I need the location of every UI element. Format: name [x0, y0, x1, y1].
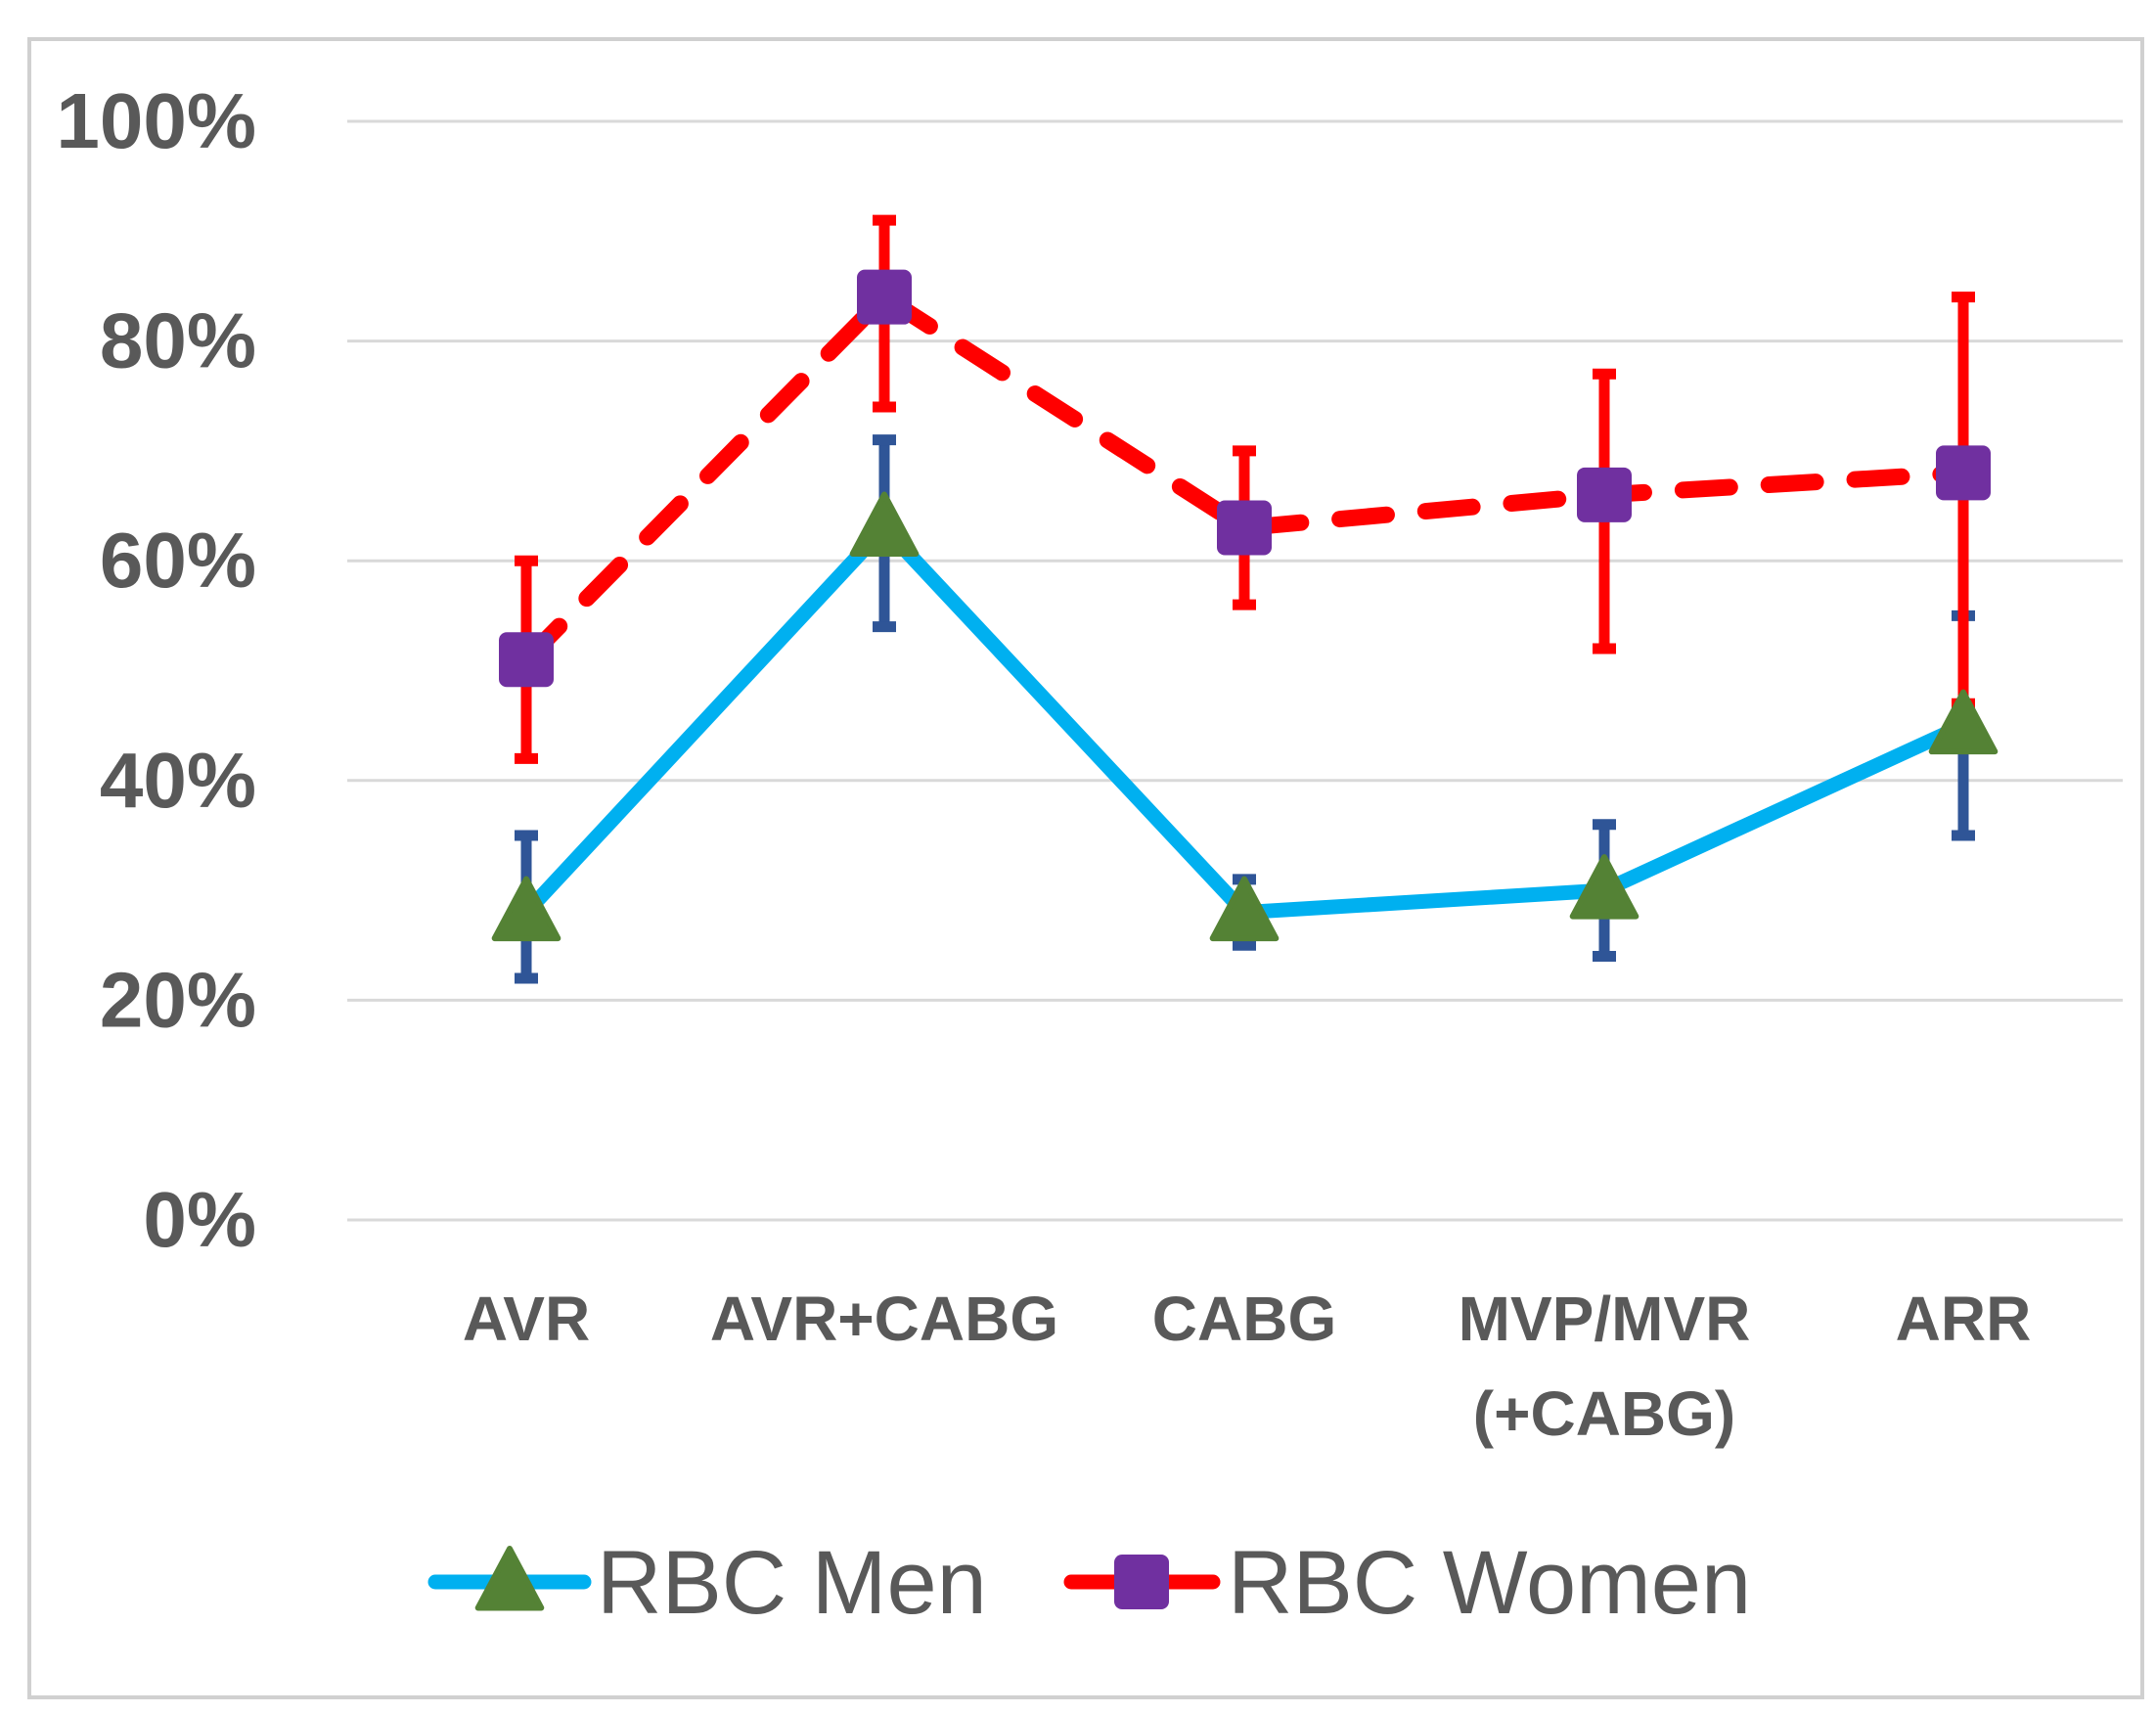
legend: RBC Men RBC Women — [427, 1533, 1751, 1633]
y-axis-tick-labels: 0% 20% 40% 60% 80% 100% — [56, 77, 256, 1263]
marker-1-3 — [1577, 467, 1632, 522]
chart-frame — [27, 37, 2144, 1699]
marker-0-0 — [491, 876, 561, 942]
legend-item-rbc-men: RBC Men — [427, 1533, 987, 1633]
x-category-label-4: ARR — [1896, 1284, 2032, 1354]
series-line-rbc-women — [517, 289, 1972, 668]
x-axis-category-labels: AVR AVR+CABG CABG MVP/MVR (+CABG) ARR — [463, 1284, 2032, 1449]
y-tick-label-40: 40% — [100, 737, 256, 824]
x-category-label-3-line-1: (+CABG) — [1473, 1378, 1735, 1449]
legend-item-rbc-women: RBC Women — [1063, 1533, 1751, 1633]
marker-1-2 — [1217, 500, 1272, 556]
x-category-label-3-line-0: MVP/MVR — [1459, 1284, 1751, 1354]
x-category-label-1: AVR+CABG — [710, 1284, 1058, 1354]
marker-1-4 — [1936, 445, 1991, 501]
x-category-label-0: AVR — [463, 1284, 590, 1354]
marker-1-1 — [857, 269, 912, 325]
marker-0-4 — [1928, 689, 1999, 755]
y-tick-label-20: 20% — [100, 956, 256, 1043]
legend-marker-0 — [474, 1546, 545, 1611]
marker-0-2 — [1209, 876, 1280, 942]
legend-marker-1 — [1114, 1555, 1169, 1609]
y-tick-label-100: 100% — [56, 77, 256, 164]
y-tick-label-60: 60% — [100, 517, 256, 604]
marker-0-1 — [849, 491, 920, 558]
legend-label-0: RBC Men — [597, 1533, 987, 1633]
y-tick-label-80: 80% — [100, 297, 256, 384]
x-category-label-2: CABG — [1152, 1284, 1336, 1354]
legend-label-1: RBC Women — [1228, 1533, 1751, 1633]
marker-0-3 — [1569, 854, 1639, 920]
marker-1-0 — [499, 632, 554, 688]
series-group — [491, 214, 1999, 984]
y-tick-label-0: 0% — [143, 1176, 256, 1263]
